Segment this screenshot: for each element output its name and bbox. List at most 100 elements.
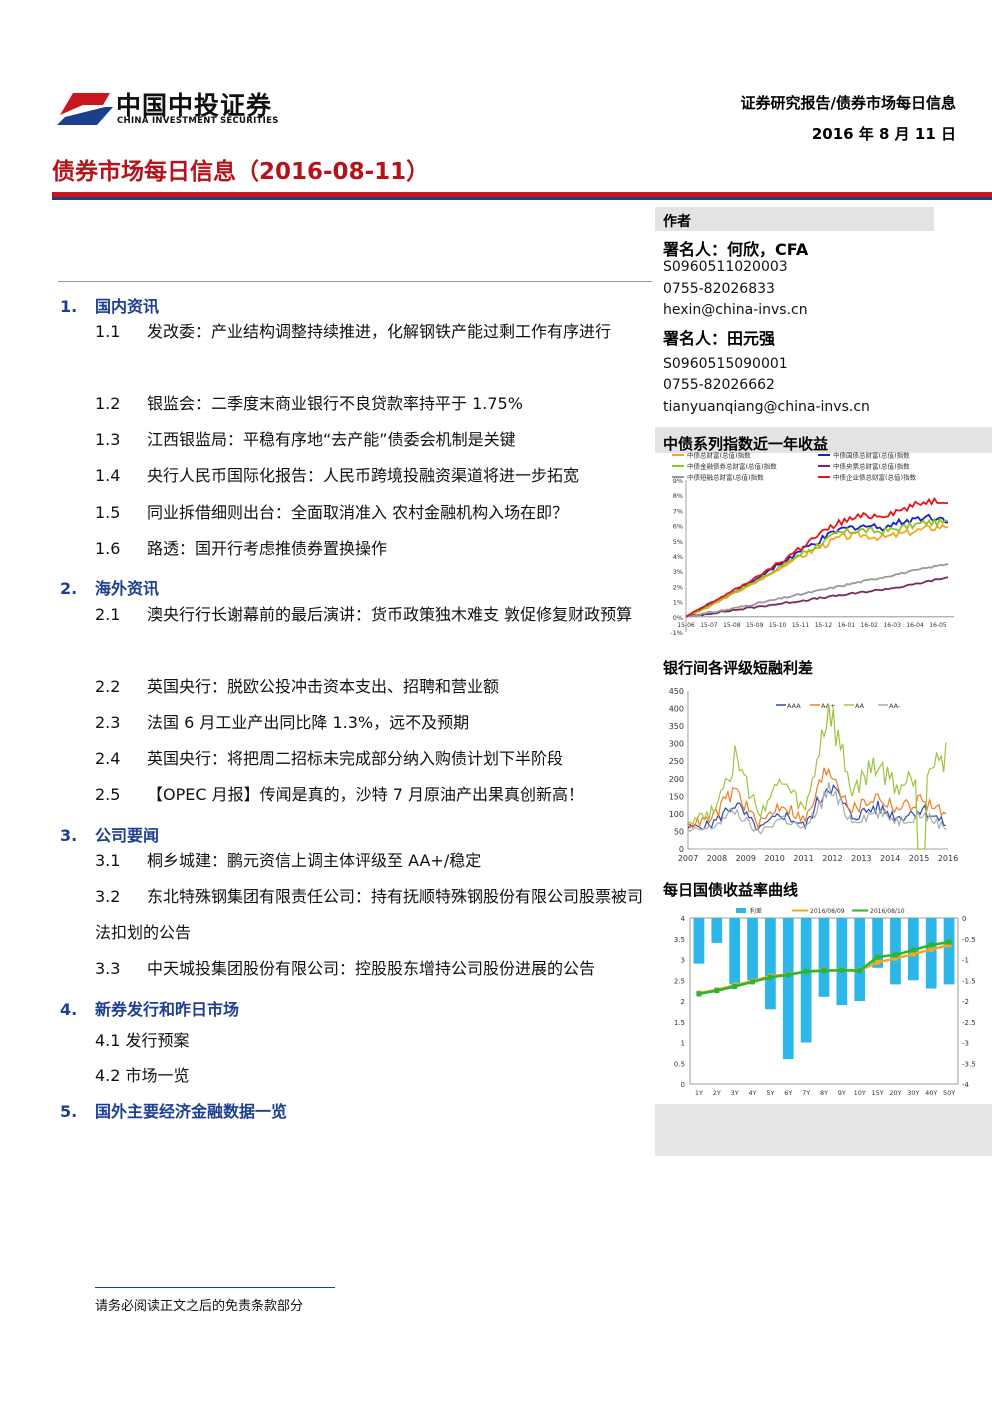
legend-label: 利差 — [750, 907, 762, 915]
toc-item-text: 法国 6 月工业产出同比降 1.3%，远不及预期 — [147, 713, 470, 732]
title-divider-red — [52, 192, 992, 197]
toc-top-rule — [58, 281, 652, 282]
x-tick-label: 15-07 — [700, 622, 718, 629]
x-tick-label: 2016 — [938, 854, 958, 863]
toc-item-4-2[interactable]: 4.2 市场一览 — [95, 1066, 190, 1085]
toc-section-5[interactable]: 5. 国外主要经济金融数据一览 — [60, 1098, 287, 1122]
x-tick-label: 15-10 — [769, 622, 787, 629]
author-2-email[interactable]: tianyuanqiang@china-invs.cn — [663, 399, 870, 415]
toc-item-3-2[interactable]: 3.2 东北特殊钢集团有限责任公司：持有抚顺特殊钢股份有限公司股票被司法扣划的公告 — [95, 879, 647, 951]
toc-section-number: 3. — [60, 826, 78, 845]
toc-section-4[interactable]: 4. 新券发行和昨日市场 — [60, 996, 239, 1020]
y-tick-label: 2.5 — [674, 977, 685, 985]
toc-section-2[interactable]: 2. 海外资讯 — [60, 575, 159, 599]
x-tick-label: 15-11 — [792, 622, 810, 629]
toc-item-2-2[interactable]: 2.2 英国央行：脱欧公投冲击资本支出、招聘和营业额 — [95, 669, 647, 705]
x-tick-label: 2007 — [678, 854, 698, 863]
toc-item-number: 2.5 — [95, 785, 121, 804]
author-2-name: 署名人：田元强 — [663, 329, 776, 348]
x-tick-label: 2011 — [793, 854, 813, 863]
toc-item-3-1[interactable]: 3.1 桐乡城建：鹏元资信上调主体评级至 AA+/稳定 — [95, 843, 647, 879]
spread-bar — [836, 918, 848, 1006]
x-tick-label: 2012 — [822, 854, 842, 863]
toc-section-number: 5. — [60, 1102, 78, 1121]
spread-bar — [765, 918, 776, 1010]
y-tick-label: 1 — [681, 1040, 685, 1048]
chart-1-header-band — [655, 427, 992, 453]
toc-item-1-6[interactable]: 1.6 路透：国开行考虑推债券置换操作 — [95, 531, 647, 567]
toc-section-1[interactable]: 1. 国内资讯 — [60, 293, 159, 317]
x-tick-label: 3Y — [731, 1089, 739, 1097]
toc-item-2-3[interactable]: 2.3 法国 6 月工业产出同比降 1.3%，远不及预期 — [95, 705, 647, 741]
yield-marker — [821, 968, 827, 974]
toc-item-2-5[interactable]: 2.5 【OPEC 月报】传闻是真的，沙特 7 月原油产出果真创新高！ — [95, 777, 647, 813]
sidebar-bottom-band — [655, 1104, 992, 1156]
series-line — [685, 496, 949, 618]
toc-item-number: 2.2 — [95, 677, 121, 696]
y2-tick-label: -2 — [962, 998, 969, 1006]
toc-item-1-5[interactable]: 1.5 同业拆借细则出台：全面取消准入 农村金融机构入场在即？ — [95, 495, 647, 531]
y2-tick-label: -0.5 — [962, 936, 976, 944]
toc-item-1-2[interactable]: 1.2 银监会：二季度末商业银行不良贷款率持平于 1.75% — [95, 386, 647, 422]
toc-item-number: 1.6 — [95, 539, 121, 558]
toc-section-title: 新券发行和昨日市场 — [95, 1000, 240, 1019]
y-tick-label: 100 — [669, 810, 684, 819]
y-tick-label: 250 — [669, 757, 684, 766]
company-logo — [57, 93, 113, 125]
x-tick-label: 6Y — [784, 1089, 792, 1097]
x-tick-label: 50Y — [943, 1089, 955, 1097]
toc-item-4-1[interactable]: 4.1 发行预案 — [95, 1031, 190, 1050]
legend-label: AA- — [889, 702, 901, 710]
series-line — [687, 782, 947, 835]
toc-item-text: 央行人民币国际化报告：人民币跨境投融资渠道将进一步拓宽 — [147, 466, 580, 485]
x-tick-label: 15-08 — [723, 622, 741, 629]
toc-item-2-1[interactable]: 2.1 澳央行行长谢幕前的最后演讲：货币政策独木难支 敦促修复财政预算 — [95, 597, 647, 633]
y2-tick-label: -3.5 — [962, 1060, 976, 1068]
y-tick-label: 0% — [673, 614, 683, 622]
yield-marker — [750, 979, 756, 985]
y-tick-label: 2% — [673, 583, 683, 591]
author-label: 作者 — [663, 214, 691, 230]
spread-bar — [872, 918, 883, 968]
yield-curve-chart: 0 0.5 1 1.5 2 2.5 3 3.5 4 0 -0.5 -1 -1.5 -2 -2.5 -3 -3.5… — [674, 907, 976, 1097]
series-line — [685, 576, 949, 618]
spread-bar — [729, 918, 741, 985]
author-1-cert: S0960511020003 — [663, 259, 788, 275]
author-1-email[interactable]: hexin@china-invs.cn — [663, 302, 808, 318]
yield-marker — [767, 974, 773, 980]
series-line — [687, 767, 947, 831]
toc-item-1-4[interactable]: 1.4 央行人民币国际化报告：人民币跨境投融资渠道将进一步拓宽 — [95, 458, 647, 494]
yield-marker — [928, 942, 934, 948]
y-tick-label: 0 — [679, 845, 684, 854]
chart-2-title: 银行间各评级短融利差 — [663, 659, 814, 677]
y2-tick-label: -2.5 — [962, 1019, 976, 1027]
yield-marker — [875, 954, 881, 960]
spread-bar — [800, 918, 812, 1043]
series-line — [685, 513, 949, 618]
toc-item-text: 澳央行行长谢幕前的最后演讲：货币政策独木难支 敦促修复财政预算 — [147, 605, 633, 624]
report-date: 2016 年 8 月 11 日 — [811, 125, 956, 143]
toc-section-3[interactable]: 3. 公司要闻 — [60, 822, 159, 846]
x-tick-label: 8Y — [820, 1089, 828, 1097]
yield-marker — [714, 988, 720, 994]
toc-item-text: 英国央行：脱欧公投冲击资本支出、招聘和营业额 — [147, 677, 500, 696]
series-line — [687, 703, 947, 850]
toc-item-text: 银监会：二季度末商业银行不良贷款率持平于 1.75% — [147, 394, 523, 413]
x-tick-label: 16-03 — [883, 622, 901, 629]
logo-name-cn: 中国中投证券 — [116, 91, 273, 120]
toc-item-2-4[interactable]: 2.4 英国央行：将把周二招标未完成部分纳入购债计划下半阶段 — [95, 741, 647, 777]
y-tick-label: -1% — [670, 629, 683, 637]
toc-item-1-1[interactable]: 1.1 发改委：产业结构调整持续推进，化解钢铁产能过剩工作有序进行 — [95, 314, 647, 350]
toc-item-number: 1.3 — [95, 430, 121, 449]
legend-label: AAA — [787, 702, 801, 710]
index-return-chart: -1% 0% 1% 2% 3% 4% 5% 6% 7% 8% 9% 15-06 15-07 15-08 15… — [670, 451, 954, 637]
x-tick-label: 2013 — [851, 854, 871, 863]
series-line — [685, 563, 949, 618]
toc-item-1-3[interactable]: 1.3 江西银监局：平稳有序地“去产能”债委会机制是关键 — [95, 422, 647, 458]
toc-item-number: 1.5 — [95, 503, 121, 522]
toc-item-3-3[interactable]: 3.3 中天城投集团股份有限公司：控股股东增持公司股份进展的公告 — [95, 951, 647, 987]
toc-item-text: 桐乡城建：鹏元资信上调主体评级至 AA+/稳定 — [147, 851, 482, 870]
spread-bar — [854, 918, 866, 1001]
y2-tick-label: -1 — [962, 957, 969, 965]
author-2-cert: S0960515090001 — [663, 356, 788, 372]
